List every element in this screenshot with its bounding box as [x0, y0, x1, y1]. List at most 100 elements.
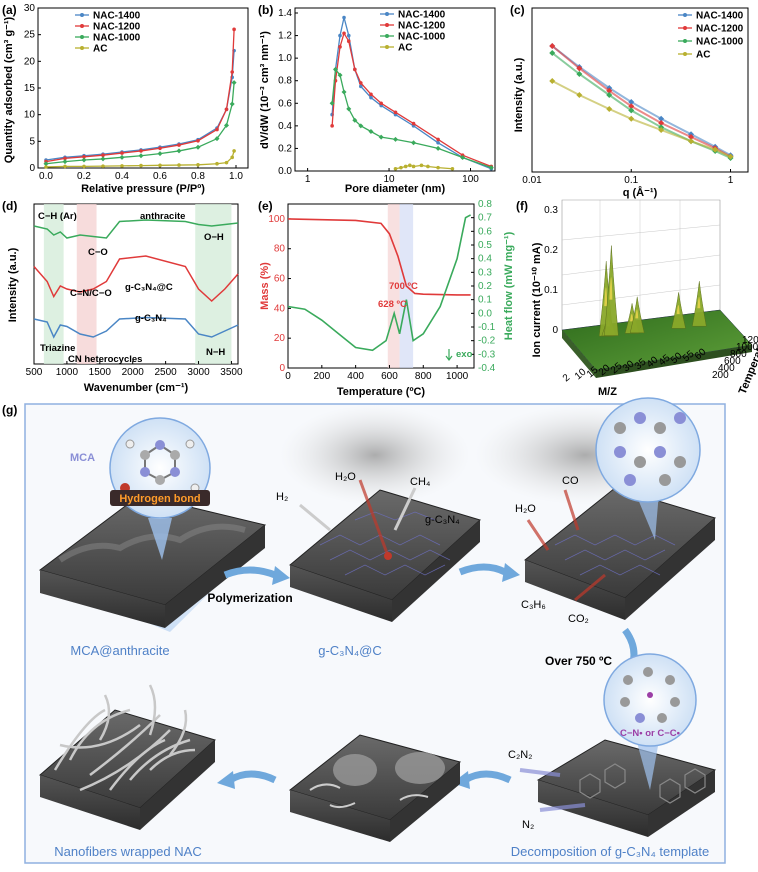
slab-1-side — [165, 525, 265, 628]
pf-ytick: 800 — [730, 349, 747, 360]
ann-cn-hetero: CN heterocycles — [68, 354, 142, 365]
panel-a-label: (a) — [2, 3, 17, 17]
ann-triazine: Triazine — [40, 343, 75, 354]
panel-c-xlabel: q (Å⁻¹) — [623, 186, 658, 199]
pb-2-point — [346, 106, 352, 112]
pa-1-point — [82, 155, 86, 159]
graphene-sheet-2 — [395, 752, 445, 784]
caption-step-2: g-C₃N₄@C — [318, 643, 382, 658]
pd-band — [195, 204, 232, 364]
y-tick-label: 0.1 — [478, 295, 492, 306]
slab-3-front — [525, 560, 625, 620]
fibers-short — [309, 783, 429, 809]
radical-label: C−N• or C−C• — [620, 728, 681, 739]
pf-ztick: 0.1 — [544, 285, 558, 296]
pf-ytick: 400 — [718, 363, 735, 374]
pd-1-line — [33, 255, 239, 303]
panel-a-plot — [43, 27, 237, 169]
y-tick-label: 1.2 — [278, 31, 292, 42]
ch4-label: CH₄ — [410, 476, 431, 488]
pb-1-point — [411, 121, 416, 126]
y-tick-label: 80 — [274, 244, 286, 255]
step-6: Nanofibers wrapped NAC — [39, 684, 216, 859]
pa-3-point — [82, 164, 86, 169]
pa-2-point — [43, 161, 49, 167]
legend-marker — [683, 52, 687, 56]
pa-3-point — [63, 164, 67, 169]
arrow-head-left-2 — [217, 771, 235, 789]
panel-b-axes — [294, 7, 496, 172]
slab-2-front — [290, 565, 392, 622]
pa-3-point — [120, 164, 124, 168]
pe-mass-line — [287, 218, 471, 296]
panel-b-ylabel: dV/dW (10⁻³ cm³ nm⁻¹) — [259, 31, 271, 149]
legend-label: AC — [93, 44, 107, 55]
n2-trail — [539, 803, 586, 812]
ann-nh: N−H — [206, 347, 225, 358]
x-tick-label: 200 — [313, 371, 330, 382]
x-tick-label: 1000 — [446, 371, 469, 382]
pb-2-point — [460, 154, 466, 160]
hbond-box — [110, 490, 210, 506]
ann-628: 628 ºC — [378, 299, 407, 310]
pb-1-point — [346, 39, 351, 44]
y-tick-label: -0.1 — [478, 322, 496, 333]
step-3: H₂O CO C₃H₆ CO₂ — [515, 397, 717, 625]
pa-2-point — [138, 153, 144, 159]
y-tick-label: 30 — [24, 3, 36, 14]
legend-label: NAC-1200 — [398, 21, 446, 32]
panel-f-xlabel: M/Z — [598, 386, 617, 398]
pf-peak-glow — [676, 305, 680, 315]
pb-2-point — [332, 66, 338, 72]
y-tick-label: -0.2 — [478, 336, 496, 347]
pb-2-point — [329, 100, 335, 106]
pf-ztick: 0 — [552, 325, 558, 336]
panel-c-label: (c) — [510, 3, 525, 17]
pb-1-point — [393, 110, 398, 115]
slab-1-front — [40, 570, 165, 628]
h2o-label-2: H₂O — [515, 503, 536, 515]
pf-ztick: 0.2 — [544, 245, 558, 256]
y-tick-label: 0.0 — [278, 166, 292, 177]
y-tick-label: 0.8 — [478, 199, 492, 210]
pa-2-point — [224, 122, 229, 128]
c2n2-label: C₂N₂ — [508, 749, 532, 761]
arrow-head-2 — [502, 563, 520, 582]
y-tick-label: 60 — [274, 274, 286, 285]
y-tick-label: 0 — [29, 163, 35, 174]
pe-heat-line — [287, 214, 471, 352]
panel-d-axes — [33, 203, 239, 365]
panel-c-ticks: 0.01 0.1 1 — [522, 169, 734, 186]
slab-6-front — [40, 775, 140, 830]
pb-2-point — [378, 134, 384, 140]
ann-ch-ar: C−H (Ar) — [38, 211, 77, 222]
pc-line — [551, 45, 732, 157]
y-tick-label: 20 — [24, 56, 36, 67]
pa-3-point — [44, 165, 48, 169]
pa-3-point — [139, 163, 143, 168]
pa-1-point — [177, 143, 181, 147]
pa-3-point — [232, 149, 236, 153]
ann-co: C−O — [88, 247, 108, 258]
pb-3-point — [450, 166, 455, 171]
pb-2-point — [341, 89, 347, 95]
pb-3-point — [419, 163, 424, 168]
x-tick-label: 600 — [381, 371, 398, 382]
panel-a-axes — [37, 7, 249, 169]
pa-1-line — [45, 29, 235, 163]
pa-3-point — [158, 163, 162, 168]
step-2: H₂ H₂O CH₄ g-C₃N₄ g-C₃N₄@C — [276, 471, 481, 658]
slab-1-ridges — [58, 523, 246, 563]
pd-band — [76, 204, 97, 364]
legend-label: NAC-1200 — [696, 24, 744, 35]
x-tick-label: 0.8 — [191, 171, 205, 182]
pf-peak-glow — [604, 287, 608, 307]
pa-3-point — [177, 163, 181, 167]
pb-3-point — [408, 163, 412, 168]
arrow-right-1-icon — [223, 566, 277, 579]
pb-3-point — [403, 164, 408, 169]
co-label: CO — [562, 475, 579, 487]
y-tick-label: 0.6 — [478, 226, 492, 237]
pf-ytick: 1200 — [742, 335, 758, 346]
